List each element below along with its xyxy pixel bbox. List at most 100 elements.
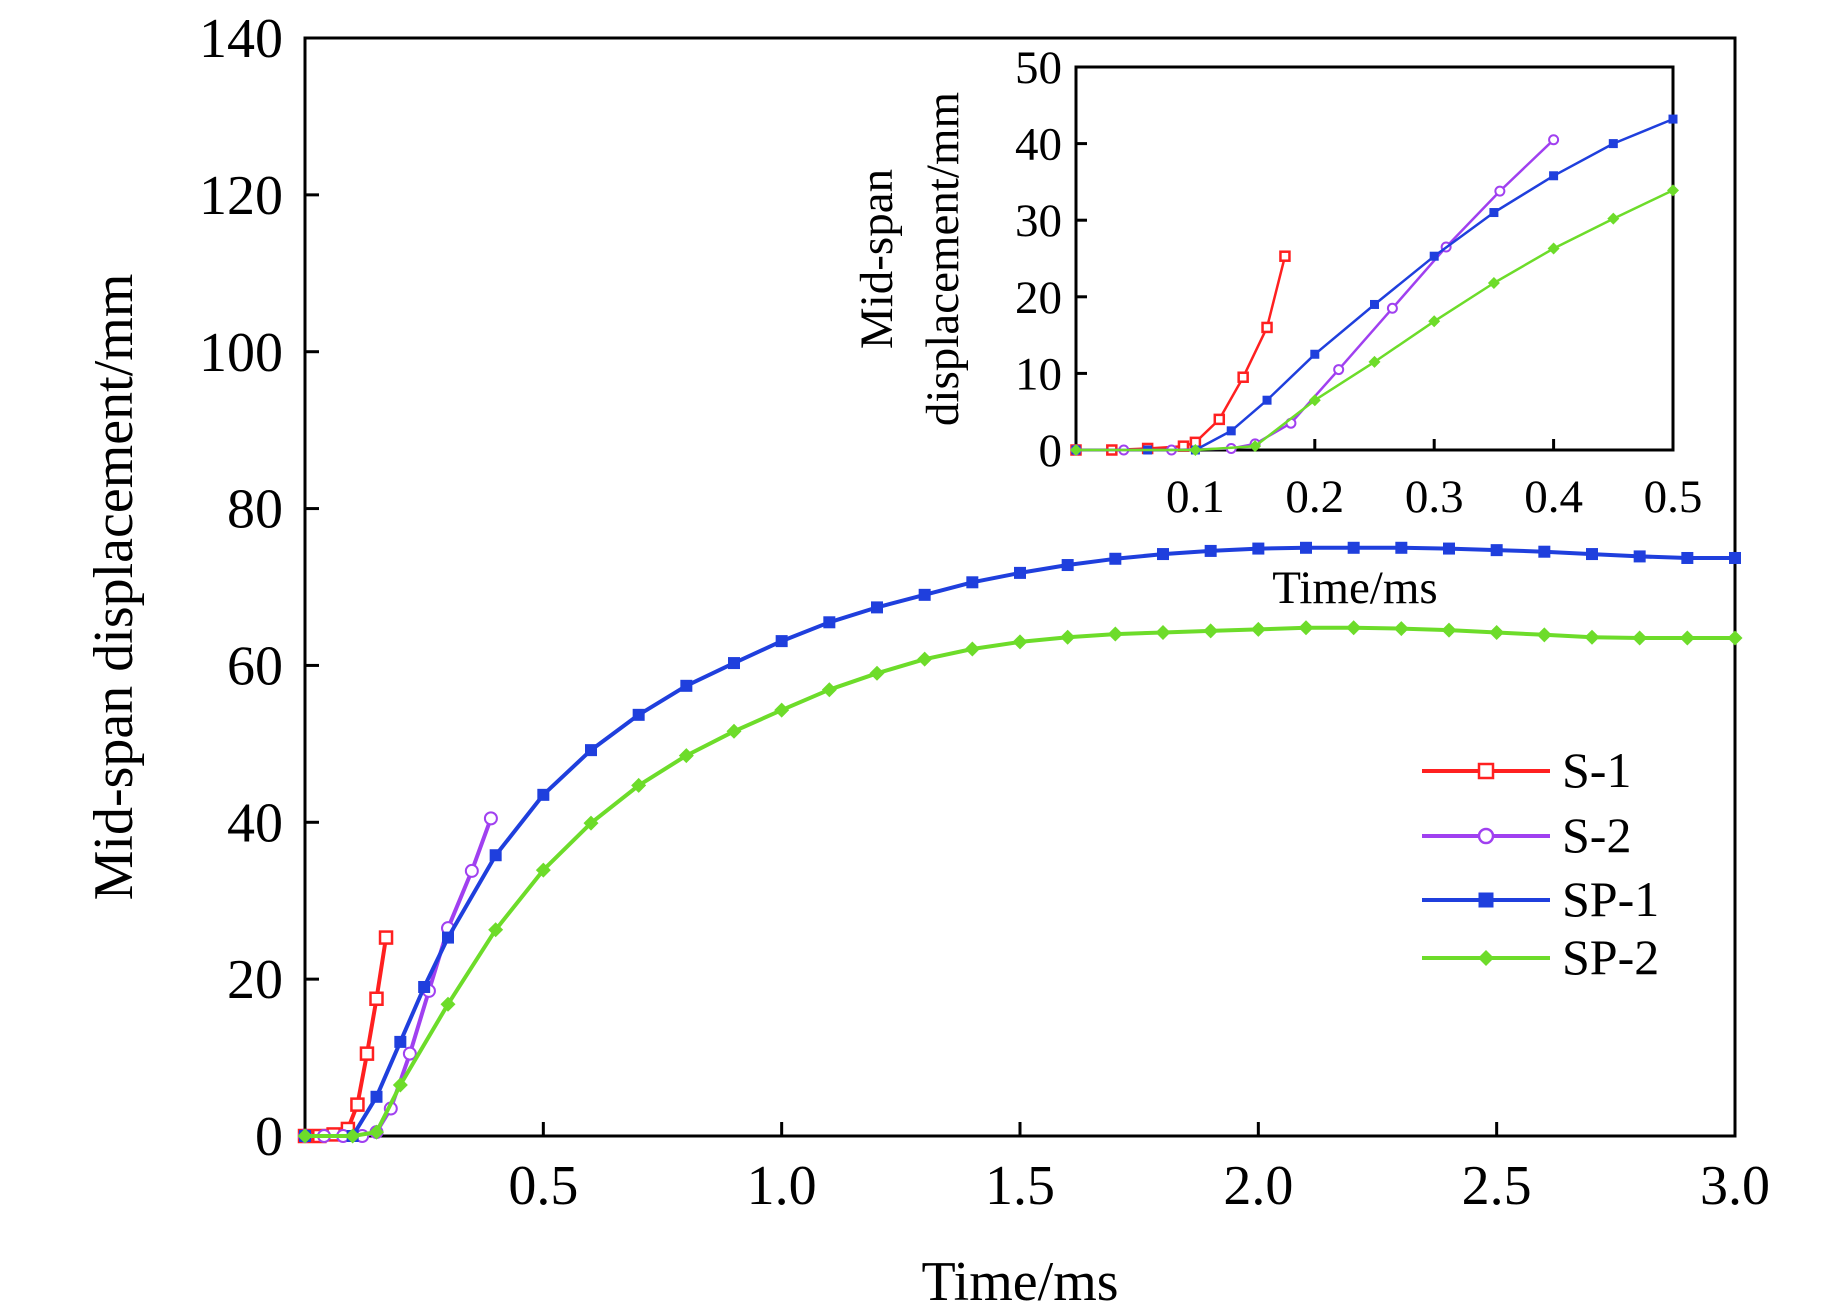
main-point-sp2 (1298, 620, 1314, 636)
main-point-s1 (350, 1097, 365, 1112)
inset-plot-frame (1074, 65, 1675, 452)
main-x-tick-label: 3.0 (1700, 1155, 1770, 1217)
inset-series-sp2 (1070, 184, 1679, 456)
main-point-sp1 (418, 980, 431, 993)
inset-y-tick-label: 10 (1015, 348, 1062, 400)
inset-x-tick-label: 0.2 (1285, 471, 1344, 523)
inset-point-sp2 (1547, 242, 1560, 255)
inset-point-sp1 (1489, 208, 1499, 218)
main-point-sp1 (1252, 542, 1265, 555)
main-y-tick-label: 20 (227, 949, 283, 1011)
inset-point-sp1 (1608, 139, 1618, 149)
main-point-sp1 (1204, 544, 1217, 557)
main-point-sp1 (394, 1035, 407, 1048)
main-point-sp1 (966, 576, 979, 589)
main-y-tick-label: 100 (199, 322, 283, 384)
inset-point-sp2 (1667, 184, 1679, 197)
inset-y-tick-label: 0 (1039, 425, 1063, 477)
main-point-s1 (359, 1046, 375, 1061)
main-point-sp2 (1250, 621, 1266, 637)
inset-point-sp2 (1070, 444, 1082, 456)
inset-point-sp2 (1607, 212, 1620, 225)
inset-x-axis-label: Time/ms (1272, 562, 1437, 614)
main-point-sp1 (632, 708, 645, 721)
main-point-sp2 (869, 665, 885, 681)
main-point-sp1 (1157, 548, 1169, 561)
inset-point-sp1 (1310, 349, 1320, 359)
main-point-s2 (483, 811, 498, 826)
inset-y-tick-label: 50 (1015, 42, 1062, 94)
main-x-tick-label: 0.5 (508, 1155, 578, 1217)
main-point-sp1 (1729, 551, 1741, 564)
main-point-sp1 (1633, 550, 1646, 563)
main-series-sp1 (299, 541, 1741, 1142)
main-point-sp2 (1584, 629, 1600, 645)
main-x-tick-label: 2.5 (1462, 1155, 1532, 1217)
main-line-s1 (305, 937, 388, 1138)
main-x-tick-labels: 0.5 1.0 1.5 2.0 2.5 3.0 (508, 1155, 1770, 1217)
inset-plot-background (1076, 67, 1673, 450)
legend-marker-sp1 (1478, 892, 1494, 908)
legend-label-s1: S-1 (1562, 742, 1631, 798)
main-point-sp1 (775, 635, 788, 648)
main-point-sp2 (1393, 621, 1409, 637)
main-point-sp1 (1538, 545, 1551, 558)
main-point-sp2 (774, 702, 790, 718)
main-point-sp1 (1061, 559, 1074, 572)
inset-point-s2 (1494, 185, 1506, 197)
main-point-s2 (464, 863, 479, 878)
legend: S-1 S-2 SP-1 SP-2 (1422, 742, 1659, 985)
inset-point-sp1 (1370, 299, 1379, 309)
main-point-sp2 (821, 682, 837, 698)
main-point-sp2 (583, 815, 599, 831)
main-point-sp2 (1679, 630, 1695, 646)
main-point-sp1 (728, 657, 740, 670)
inset-y-tick-labels: 0 10 20 30 40 50 (1015, 42, 1062, 477)
main-x-axis-label: Time/ms (921, 1251, 1118, 1310)
inset-x-tick-label: 0.5 (1644, 471, 1703, 523)
legend-label-s2: S-2 (1562, 807, 1631, 863)
main-point-sp1 (1109, 552, 1122, 565)
main-x-tick-label: 2.0 (1223, 1155, 1293, 1217)
main-point-sp2 (1489, 624, 1505, 640)
main-point-sp2 (1727, 630, 1743, 646)
inset-point-s1 (1237, 371, 1249, 383)
main-y-tick-label: 40 (227, 792, 283, 854)
main-point-sp1 (823, 616, 836, 629)
inset-x-tick-label: 0.3 (1405, 471, 1464, 523)
main-point-sp2 (1441, 622, 1457, 638)
main-point-sp1 (680, 679, 693, 692)
main-point-sp1 (1395, 541, 1408, 554)
legend-label-sp1: SP-1 (1562, 871, 1659, 927)
main-point-sp1 (585, 744, 597, 757)
inset-point-s2 (1333, 364, 1345, 376)
main-point-sp2 (1107, 626, 1123, 642)
main-point-sp2 (345, 1128, 361, 1144)
inset-point-sp1 (1262, 395, 1272, 405)
inset-point-s2 (1548, 134, 1560, 146)
main-point-sp2 (964, 641, 980, 657)
inset-point-s1 (1261, 321, 1273, 334)
inset-y-tick-label: 30 (1015, 195, 1062, 247)
main-y-tick-label: 140 (199, 8, 283, 70)
main-point-sp1 (489, 849, 502, 862)
inset-y-tick-label: 20 (1015, 272, 1062, 324)
main-line-sp2 (305, 625, 1735, 1138)
main-x-tick-label: 1.0 (747, 1155, 817, 1217)
inset-point-sp1 (1549, 171, 1559, 181)
inset-point-sp2 (1308, 394, 1321, 407)
main-point-sp2 (1203, 623, 1219, 639)
main-point-sp1 (442, 931, 454, 944)
main-point-sp1 (370, 1090, 383, 1103)
inset-y-tick-label: 40 (1015, 119, 1062, 171)
legend-marker-s1 (1477, 762, 1495, 780)
inset-point-s1 (1213, 413, 1226, 426)
main-point-sp2 (1155, 624, 1171, 640)
main-y-tick-label: 60 (227, 635, 283, 697)
main-point-sp1 (1014, 566, 1026, 579)
inset-point-sp2 (1189, 444, 1202, 456)
main-point-sp1 (1443, 542, 1455, 555)
inset-plot: 0.1 0.2 0.3 0.4 0.5 0 10 20 30 40 50 Time/ms Mid-… (851, 42, 1702, 614)
main-point-sp2 (535, 862, 551, 878)
main-point-sp1 (1586, 548, 1598, 561)
